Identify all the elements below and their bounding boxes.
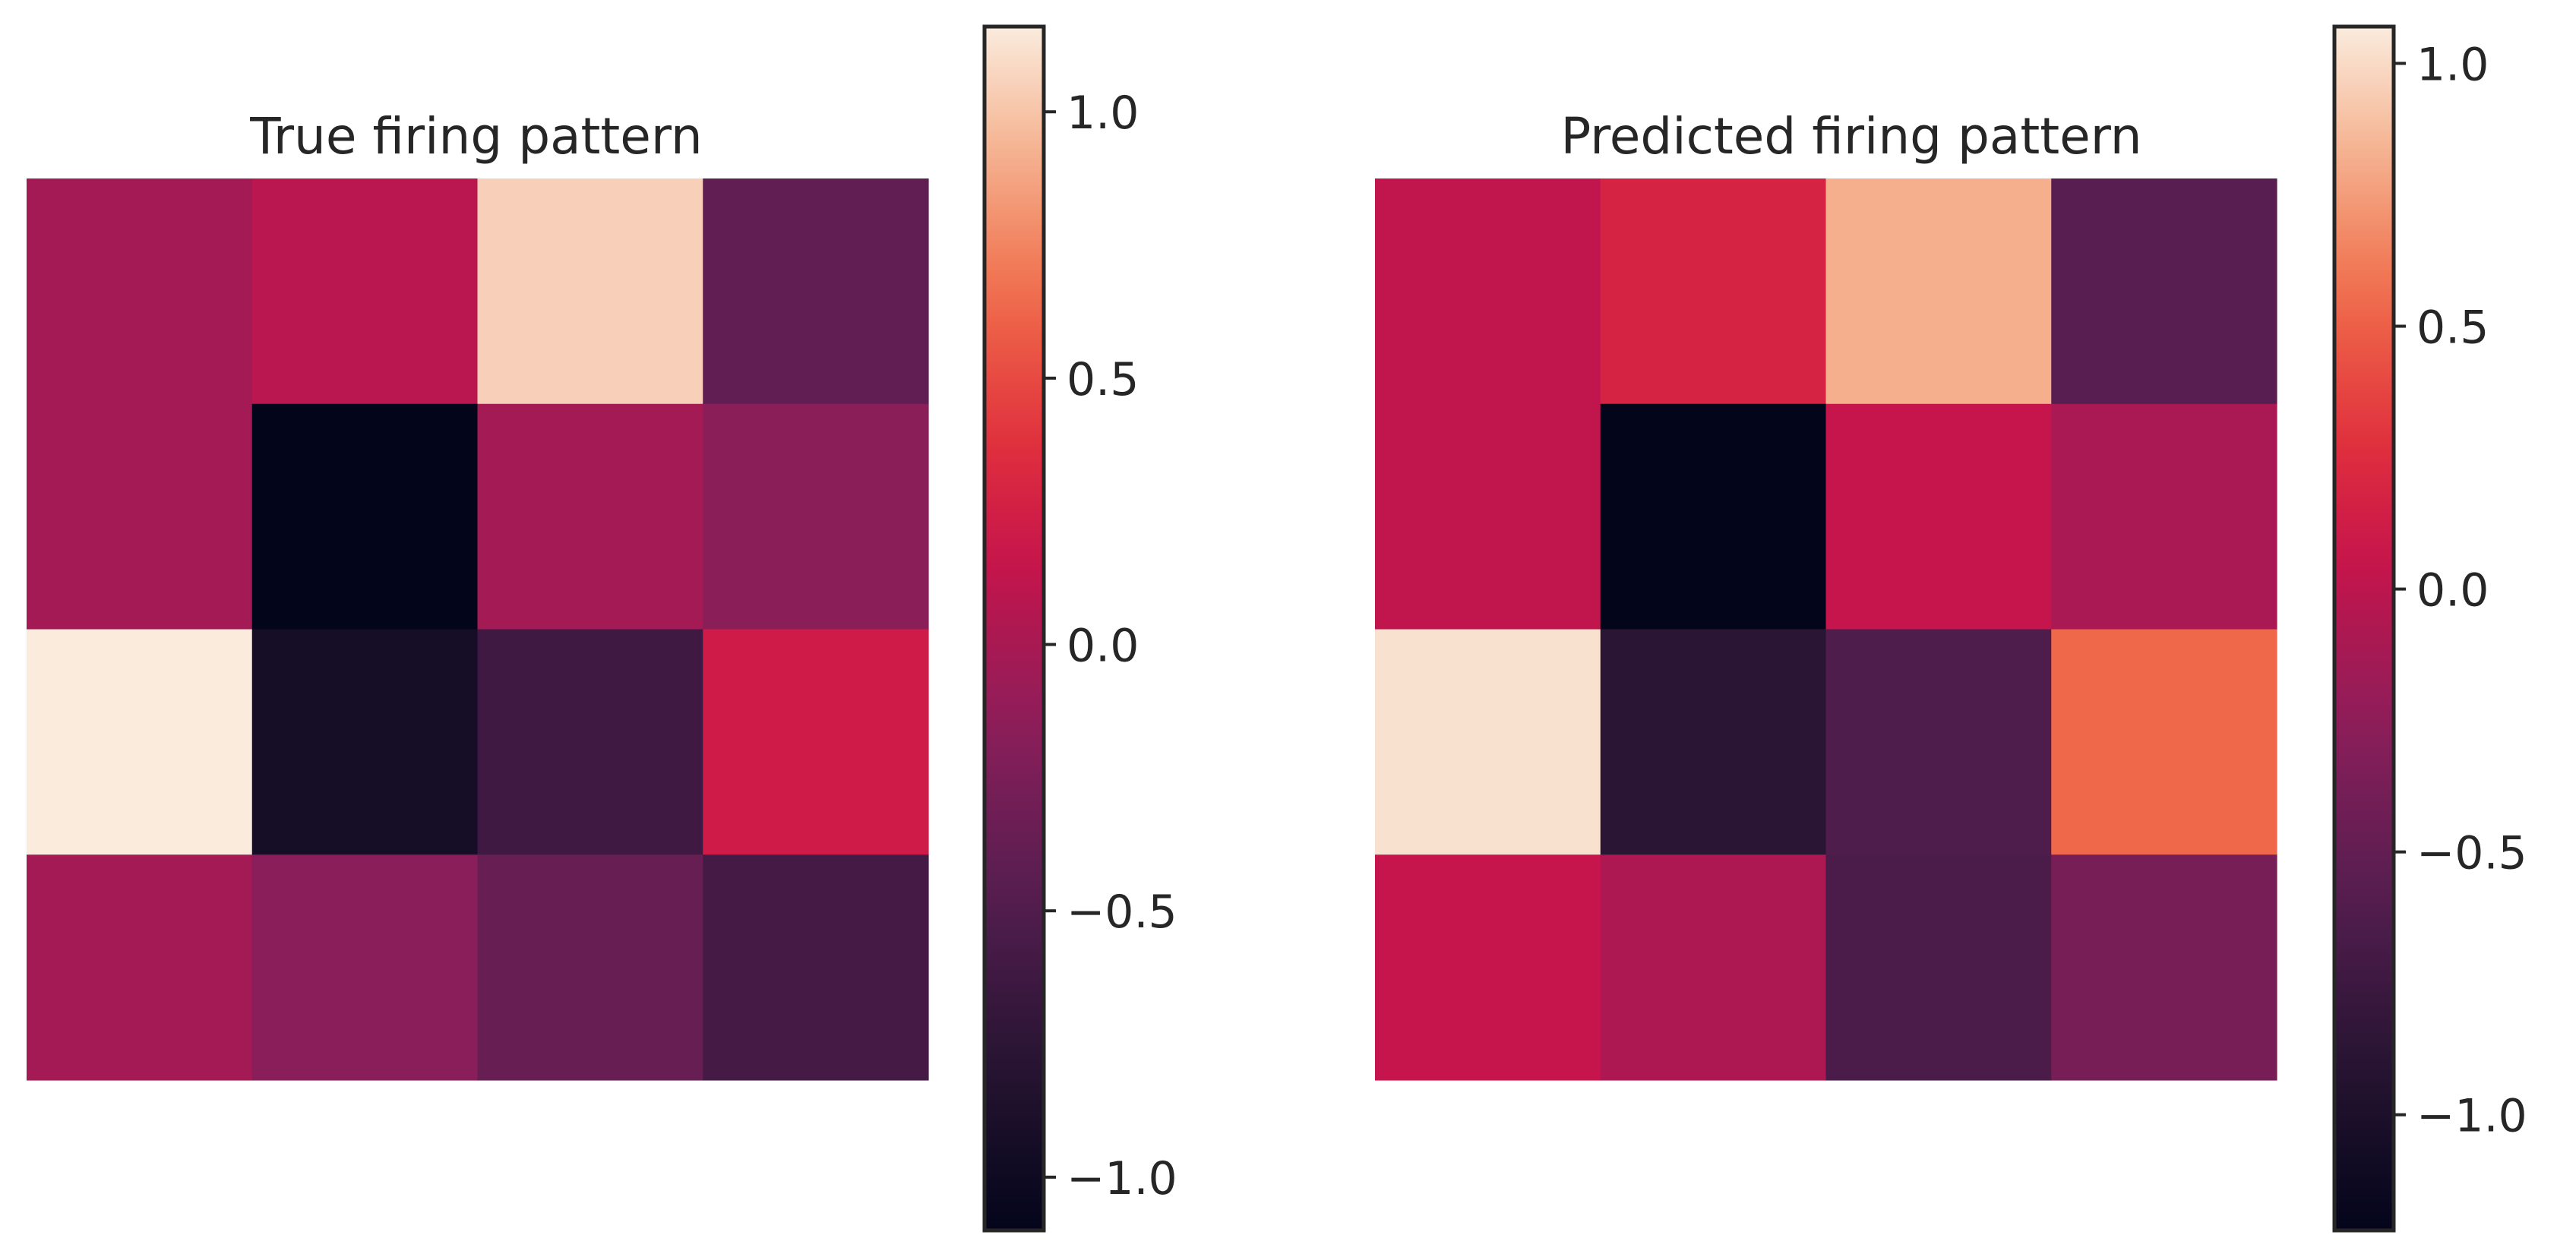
heatmap-cell-r3-c2 — [477, 854, 703, 1081]
panel-true: True firing pattern −1.0 −0.5 0.0 0.5 1.0 — [27, 24, 1177, 1233]
heatmap-cell-r2-c3 — [703, 629, 929, 855]
heatmap-cell-r1-c1 — [251, 403, 479, 630]
panel-title-predicted: Predicted firing pattern — [1560, 107, 2141, 166]
heatmap-cell-r0-c0 — [27, 178, 253, 405]
heatmap-cell-r2-c0 — [27, 629, 253, 855]
colorbar-tick-label: 0.0 — [2416, 564, 2489, 617]
heatmap-cell-r0-c1 — [251, 178, 479, 405]
heatmap-cell-r1-c1 — [1600, 403, 1827, 630]
heatmap-cell-r3-c0 — [1375, 854, 1601, 1081]
heatmap-predicted — [1375, 178, 2277, 1081]
heatmap-cell-r2-c2 — [477, 629, 703, 855]
colorbar-tick-label: −0.5 — [1067, 886, 1177, 939]
heatmap-cell-r1-c0 — [1375, 403, 1601, 630]
panel-predicted: Predicted firing pattern −1.0 −0.5 0.0 0.5 1… — [1375, 24, 2527, 1233]
heatmap-cell-r2-c1 — [1600, 629, 1827, 855]
colorbar-bar — [2332, 24, 2396, 1233]
colorbar-tick-label: 0.0 — [1067, 620, 1139, 673]
heatmap-cell-r0-c2 — [1825, 178, 2052, 405]
heatmap-cell-r3-c1 — [1600, 854, 1827, 1081]
heatmap-cell-r3-c3 — [2051, 854, 2277, 1081]
colorbar-tick-label: 1.0 — [1067, 87, 1139, 140]
heatmap-cell-r0-c2 — [477, 178, 703, 405]
heatmap-cell-r2-c1 — [251, 629, 479, 855]
heatmap-cell-r3-c2 — [1825, 854, 2052, 1081]
colorbar-tick-label: 0.5 — [2416, 302, 2489, 355]
heatmap-cell-r1-c2 — [1825, 403, 2052, 630]
panel-title-true: True firing pattern — [249, 107, 702, 166]
heatmap-cell-r1-c2 — [477, 403, 703, 630]
heatmap-cell-r3-c3 — [703, 854, 929, 1081]
heatmap-cell-r3-c0 — [27, 854, 253, 1081]
colorbar-predicted: −1.0 −0.5 0.0 0.5 1.0 — [2332, 24, 2527, 1233]
heatmap-cell-r1-c3 — [2051, 403, 2277, 630]
heatmap-cell-r0-c3 — [703, 178, 929, 405]
heatmap-true — [27, 178, 929, 1081]
heatmap-cell-r0-c0 — [1375, 178, 1601, 405]
heatmap-cell-r0-c1 — [1600, 178, 1827, 405]
colorbar-tick-label: −0.5 — [2416, 827, 2527, 880]
heatmap-cell-r1-c3 — [703, 403, 929, 630]
heatmap-cell-r2-c0 — [1375, 629, 1601, 855]
colorbar-tick-label: 0.5 — [1067, 353, 1139, 406]
heatmap-cell-r3-c1 — [251, 854, 479, 1081]
heatmap-cell-r1-c0 — [27, 403, 253, 630]
heatmap-cell-r0-c3 — [2051, 178, 2277, 405]
colorbar-tick-label: −1.0 — [2416, 1090, 2527, 1143]
colorbar-tick-label: −1.0 — [1067, 1152, 1177, 1205]
colorbar-true: −1.0 −0.5 0.0 0.5 1.0 — [982, 24, 1177, 1233]
heatmap-cell-r2-c2 — [1825, 629, 2052, 855]
colorbar-tick-label: 1.0 — [2416, 38, 2489, 91]
heatmap-cell-r2-c3 — [2051, 629, 2277, 855]
colorbar-bar — [982, 24, 1046, 1233]
